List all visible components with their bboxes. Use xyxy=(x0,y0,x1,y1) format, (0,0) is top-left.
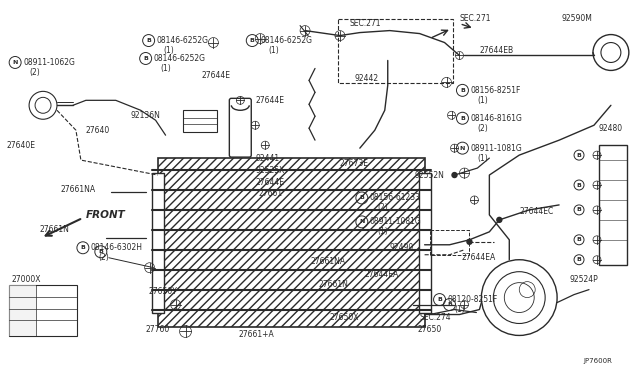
Text: B: B xyxy=(143,56,148,61)
Text: 27644EA: 27644EA xyxy=(365,270,399,279)
Bar xyxy=(9,285,77,336)
Bar xyxy=(182,110,218,132)
Text: 27640E: 27640E xyxy=(6,141,35,150)
Text: JP7600R: JP7600R xyxy=(583,358,612,364)
Circle shape xyxy=(601,42,621,62)
Text: SEC.271: SEC.271 xyxy=(350,19,381,28)
Text: 27673E: 27673E xyxy=(340,158,369,167)
Text: B: B xyxy=(460,88,465,93)
Bar xyxy=(429,230,469,255)
Text: (1): (1) xyxy=(268,46,279,55)
Text: (2): (2) xyxy=(99,253,109,262)
Text: B: B xyxy=(577,237,582,242)
Text: (1): (1) xyxy=(378,227,388,236)
Text: (1): (1) xyxy=(477,96,488,105)
Text: B: B xyxy=(577,183,582,187)
Bar xyxy=(157,158,424,327)
Text: 27644E: 27644E xyxy=(255,177,284,186)
Text: 08911-1081G: 08911-1081G xyxy=(470,144,522,153)
Text: B: B xyxy=(99,249,103,254)
Text: 27661+A: 27661+A xyxy=(238,330,274,339)
Bar xyxy=(419,173,431,312)
Text: 27644EA: 27644EA xyxy=(461,253,496,262)
Text: (2): (2) xyxy=(29,68,40,77)
Text: SEC.271: SEC.271 xyxy=(460,14,491,23)
Text: SEC.274: SEC.274 xyxy=(420,313,451,322)
Text: B: B xyxy=(577,208,582,212)
Bar xyxy=(338,19,452,83)
Text: 08120-8251F: 08120-8251F xyxy=(447,295,498,304)
Text: 92136N: 92136N xyxy=(131,111,161,120)
Text: N: N xyxy=(359,219,365,224)
Text: 27661N: 27661N xyxy=(318,280,348,289)
Text: B: B xyxy=(81,245,85,250)
Text: 92525X: 92525X xyxy=(255,166,285,174)
Text: (2): (2) xyxy=(378,203,388,212)
Circle shape xyxy=(467,239,472,244)
Text: 08156-8251F: 08156-8251F xyxy=(470,86,521,95)
Text: 08146-6252G: 08146-6252G xyxy=(157,36,209,45)
Text: (1): (1) xyxy=(161,64,172,73)
Bar xyxy=(599,145,627,265)
Text: 27650X: 27650X xyxy=(330,313,360,322)
Circle shape xyxy=(452,173,457,177)
Text: 92552N: 92552N xyxy=(415,170,445,180)
FancyBboxPatch shape xyxy=(229,98,252,157)
Text: 27644EC: 27644EC xyxy=(519,208,554,217)
Circle shape xyxy=(481,260,557,336)
Text: 92442: 92442 xyxy=(355,74,379,83)
Circle shape xyxy=(35,97,51,113)
Text: 08146-6252G: 08146-6252G xyxy=(260,36,312,45)
Text: 08146-6252G: 08146-6252G xyxy=(154,54,205,63)
Text: (2): (2) xyxy=(477,124,488,133)
Text: B: B xyxy=(437,297,442,302)
Text: 27644E: 27644E xyxy=(255,96,284,105)
Text: 92490: 92490 xyxy=(390,243,414,252)
Text: 92480: 92480 xyxy=(599,124,623,133)
Text: N: N xyxy=(12,60,18,65)
Text: (1): (1) xyxy=(454,305,465,314)
Text: B: B xyxy=(360,195,364,201)
Text: B: B xyxy=(146,38,151,43)
Text: 08146-8161G: 08146-8161G xyxy=(470,114,522,123)
Circle shape xyxy=(493,272,545,324)
Text: 08911-1062G: 08911-1062G xyxy=(23,58,75,67)
Text: 08146-6302H: 08146-6302H xyxy=(91,243,143,252)
Bar xyxy=(152,173,164,312)
Bar xyxy=(9,285,36,336)
Text: B: B xyxy=(447,302,452,307)
Text: 27644E: 27644E xyxy=(202,71,230,80)
Text: (1): (1) xyxy=(477,154,488,163)
Text: 27661NA: 27661NA xyxy=(61,186,96,195)
Text: 27661: 27661 xyxy=(258,189,282,199)
Text: B: B xyxy=(460,116,465,121)
Text: 27650Y: 27650Y xyxy=(148,287,177,296)
Text: 08911-1081G: 08911-1081G xyxy=(370,217,422,227)
Text: 27650: 27650 xyxy=(418,325,442,334)
Text: 27644EB: 27644EB xyxy=(479,46,513,55)
Text: (1): (1) xyxy=(164,46,174,55)
Text: 92590M: 92590M xyxy=(561,14,592,23)
Text: B: B xyxy=(250,38,255,43)
Circle shape xyxy=(29,92,57,119)
Text: 92524P: 92524P xyxy=(569,275,598,284)
Text: N: N xyxy=(460,146,465,151)
Text: 27000X: 27000X xyxy=(11,275,41,284)
Text: 92441: 92441 xyxy=(255,154,280,163)
Text: B: B xyxy=(577,153,582,158)
Text: 08156-61233: 08156-61233 xyxy=(370,193,421,202)
Text: 27640: 27640 xyxy=(86,126,110,135)
Text: B: B xyxy=(577,257,582,262)
Circle shape xyxy=(497,217,502,222)
Text: FRONT: FRONT xyxy=(86,210,125,220)
Text: 27661NA: 27661NA xyxy=(310,257,345,266)
Circle shape xyxy=(593,35,629,70)
Text: 27760: 27760 xyxy=(146,325,170,334)
Text: 27661N: 27661N xyxy=(39,225,69,234)
